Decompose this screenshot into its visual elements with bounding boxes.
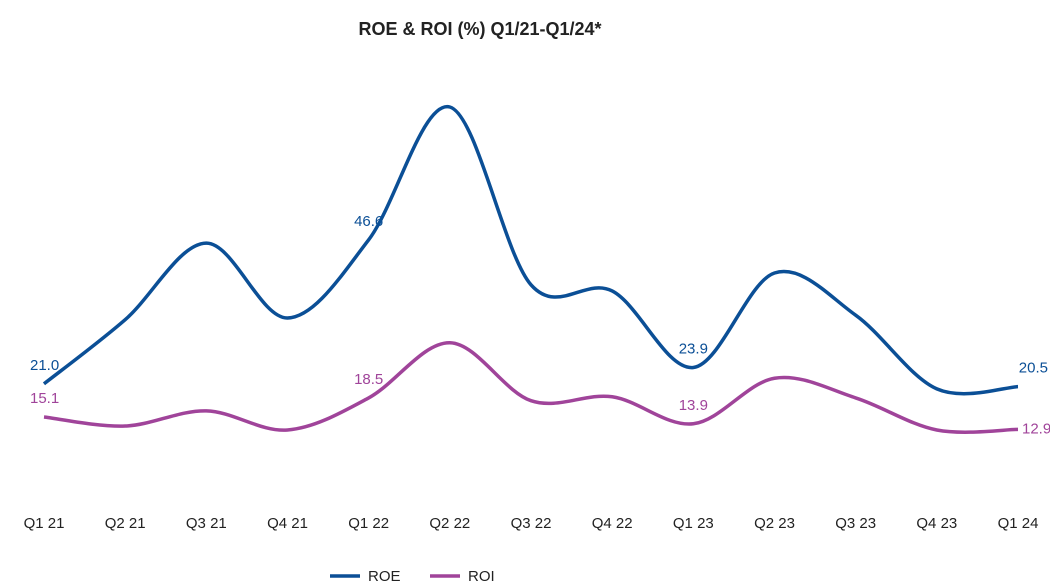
x-tick-label: Q1 22 xyxy=(348,515,389,532)
legend-label: ROE xyxy=(368,568,401,585)
x-tick-label: Q3 22 xyxy=(511,515,552,532)
x-tick-label: Q4 21 xyxy=(267,515,308,532)
line xyxy=(43,341,1019,434)
data-label: 46.6 xyxy=(354,213,383,230)
data-label: 12.9 xyxy=(1022,420,1050,437)
x-tick-label: Q1 23 xyxy=(673,515,714,532)
legend-label: ROI xyxy=(468,568,495,585)
x-tick-label: Q4 23 xyxy=(916,515,957,532)
x-tick-label: Q3 23 xyxy=(835,515,876,532)
x-tick-label: Q1 21 xyxy=(24,515,65,532)
x-tick-label: Q1 24 xyxy=(998,515,1039,532)
chart-title: ROE & ROI (%) Q1/21-Q1/24* xyxy=(358,19,601,39)
x-tick-label: Q3 21 xyxy=(186,515,227,532)
x-tick-label: Q2 23 xyxy=(754,515,795,532)
data-label: 13.9 xyxy=(679,397,708,414)
x-tick-label: Q2 21 xyxy=(105,515,146,532)
data-label: 15.1 xyxy=(30,390,59,407)
x-tick-label: Q2 22 xyxy=(429,515,470,532)
data-label: 21.0 xyxy=(30,357,59,374)
data-label: 23.9 xyxy=(679,340,708,357)
x-tick-label: Q4 22 xyxy=(592,515,633,532)
data-label: 18.5 xyxy=(354,371,383,388)
data-label: 20.5 xyxy=(1019,360,1048,377)
line xyxy=(42,105,1019,396)
